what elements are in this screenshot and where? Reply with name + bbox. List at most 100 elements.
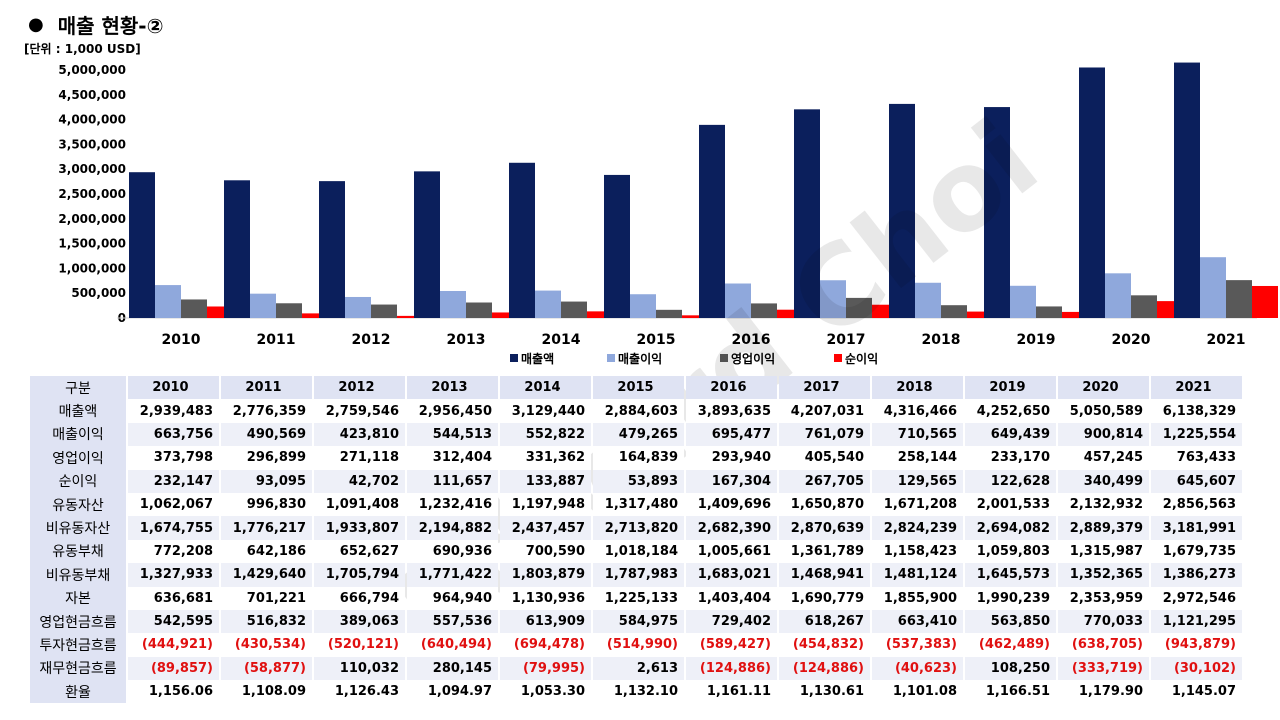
page-title: 매출 현황-② — [57, 14, 164, 38]
table-cell: 1,990,239 — [965, 586, 1056, 610]
y-tick-label: 5,000,000 — [58, 63, 126, 77]
table-cell: 544,513 — [407, 422, 498, 447]
table-cell: (943,879) — [1151, 633, 1242, 657]
table-cell: 1,126.43 — [314, 680, 405, 704]
table-cell: 2,694,082 — [965, 516, 1056, 540]
table-cell: 4,207,031 — [779, 399, 870, 423]
operating-profit-bar — [1131, 295, 1157, 318]
table-cell: 964,940 — [407, 586, 498, 610]
x-tick-label: 2013 — [447, 332, 486, 348]
net-profit-bar — [397, 315, 423, 318]
table-row: 환율 1,156.06 1,108.09 1,126.43 1,094.97 1,053.… — [30, 680, 1242, 704]
table-header-year: 2016 — [686, 376, 777, 400]
table-cell: 663,410 — [872, 609, 963, 634]
table-cell: 1,094.97 — [407, 680, 498, 704]
sales-bar — [509, 162, 535, 318]
gross-profit-bar — [1010, 285, 1036, 318]
legend-label: 영업이익 — [731, 351, 775, 366]
x-tick-label: 2011 — [257, 332, 296, 348]
table-cell: 233,170 — [965, 446, 1056, 470]
gross-profit-bar — [915, 282, 941, 318]
operating-profit-bar — [751, 303, 777, 318]
legend-label: 순이익 — [845, 351, 878, 366]
table-header-label: 구분 — [30, 376, 126, 400]
table-cell: 563,850 — [965, 609, 1056, 634]
table-cell: 1,468,941 — [779, 563, 870, 587]
table-cell: (124,886) — [686, 656, 777, 681]
table-cell: 1,386,273 — [1151, 563, 1242, 587]
table-cell: 490,569 — [221, 422, 312, 447]
x-tick-label: 2020 — [1112, 332, 1151, 348]
table-row-label: 자본 — [30, 586, 126, 610]
net-profit-bar — [777, 309, 803, 318]
table-cell: 2,856,563 — [1151, 492, 1242, 517]
table-row: 매출이익 663,756 490,569 423,810 544,513 552,822 4… — [30, 422, 1242, 447]
table-cell: 772,208 — [128, 539, 219, 564]
operating-profit-bar — [1036, 306, 1062, 318]
table-cell: (462,489) — [965, 633, 1056, 657]
table-cell: 331,362 — [500, 446, 591, 470]
gross-profit-bar — [345, 296, 371, 318]
table-row: 비유동자산 1,674,755 1,776,217 1,933,807 2,194,88… — [30, 516, 1242, 540]
operating-profit-bar — [846, 297, 872, 318]
table-cell: 1,225,133 — [593, 586, 684, 610]
table-cell: 1,225,554 — [1151, 422, 1242, 447]
table-cell: 1,933,807 — [314, 516, 405, 540]
table-cell: 700,590 — [500, 539, 591, 564]
table-cell: 164,839 — [593, 446, 684, 470]
bullet-icon: ● — [28, 14, 44, 35]
y-tick-label: 1,500,000 — [58, 237, 126, 251]
table-row: 영업이익 373,798 296,899 271,118 312,404 331,362 1… — [30, 446, 1242, 470]
table-cell: 729,402 — [686, 609, 777, 634]
table-cell: 2,939,483 — [128, 399, 219, 423]
table-cell: 649,439 — [965, 422, 1056, 447]
sales-bar — [414, 171, 440, 318]
y-tick-label: 500,000 — [71, 286, 126, 300]
gross-profit-bar — [535, 290, 561, 318]
table-cell: 93,095 — [221, 469, 312, 493]
table-cell: 373,798 — [128, 446, 219, 470]
table-cell: (333,719) — [1058, 656, 1149, 681]
table-row-label: 환율 — [30, 680, 126, 704]
table-cell: (638,705) — [1058, 633, 1149, 657]
table-row-label: 비유동부채 — [30, 563, 126, 587]
table-cell: 618,267 — [779, 609, 870, 634]
x-tick-label: 2017 — [827, 332, 866, 348]
sales-bar — [1174, 62, 1200, 319]
table-cell: 1,690,779 — [779, 586, 870, 610]
table-cell: 1,101.08 — [872, 680, 963, 704]
table-cell: (454,832) — [779, 633, 870, 657]
table-header-year: 2019 — [965, 376, 1056, 400]
table-cell: 1,679,735 — [1151, 539, 1242, 564]
sales-bar — [319, 181, 345, 318]
gross-profit-bar — [1200, 257, 1226, 318]
net-profit-bar — [492, 312, 518, 318]
x-tick-label: 2010 — [162, 332, 201, 348]
table-cell: 267,705 — [779, 469, 870, 493]
table-cell: 1,108.09 — [221, 680, 312, 704]
legend-swatch — [834, 354, 842, 362]
table-cell: (444,921) — [128, 633, 219, 657]
operating-profit-bar — [181, 299, 207, 318]
table-cell: 761,079 — [779, 422, 870, 447]
bars — [129, 62, 1278, 319]
table-cell: 1,053.30 — [500, 680, 591, 704]
table-cell: 296,899 — [221, 446, 312, 470]
x-tick-label: 2012 — [352, 332, 391, 348]
table-cell: (589,427) — [686, 633, 777, 657]
table-cell: 1,005,661 — [686, 539, 777, 564]
table-cell: 1,018,184 — [593, 539, 684, 564]
table-cell: 552,822 — [500, 422, 591, 447]
table-cell: 110,032 — [314, 656, 405, 681]
y-tick-label: 2,000,000 — [58, 212, 126, 226]
table-cell: 1,409,696 — [686, 492, 777, 517]
financial-data-table: 구분 2010 2011 2012 2013 2014 2015 2016 2017 2018 2… — [28, 376, 1244, 704]
sales-bar — [1079, 67, 1105, 318]
table-cell: 636,681 — [128, 586, 219, 610]
table-header-year: 2018 — [872, 376, 963, 400]
table-cell: 53,893 — [593, 469, 684, 493]
sales-bar — [129, 172, 155, 318]
table-cell: 663,756 — [128, 422, 219, 447]
table-cell: 122,628 — [965, 469, 1056, 493]
table-cell: 642,186 — [221, 539, 312, 564]
